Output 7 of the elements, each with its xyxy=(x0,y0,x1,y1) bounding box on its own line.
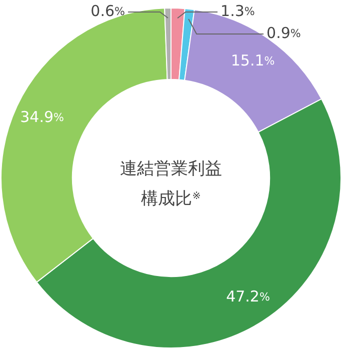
data-label: 34.9% xyxy=(20,108,64,126)
data-label: 47.2% xyxy=(226,288,270,306)
data-label: 0.6% xyxy=(90,2,125,20)
text: 連結営業利益構成比$^{※}$ xyxy=(120,159,222,209)
data-label: 15.1% xyxy=(230,52,275,70)
data-label: 0.9% xyxy=(266,24,301,42)
data-label: 1.3% xyxy=(220,2,255,20)
